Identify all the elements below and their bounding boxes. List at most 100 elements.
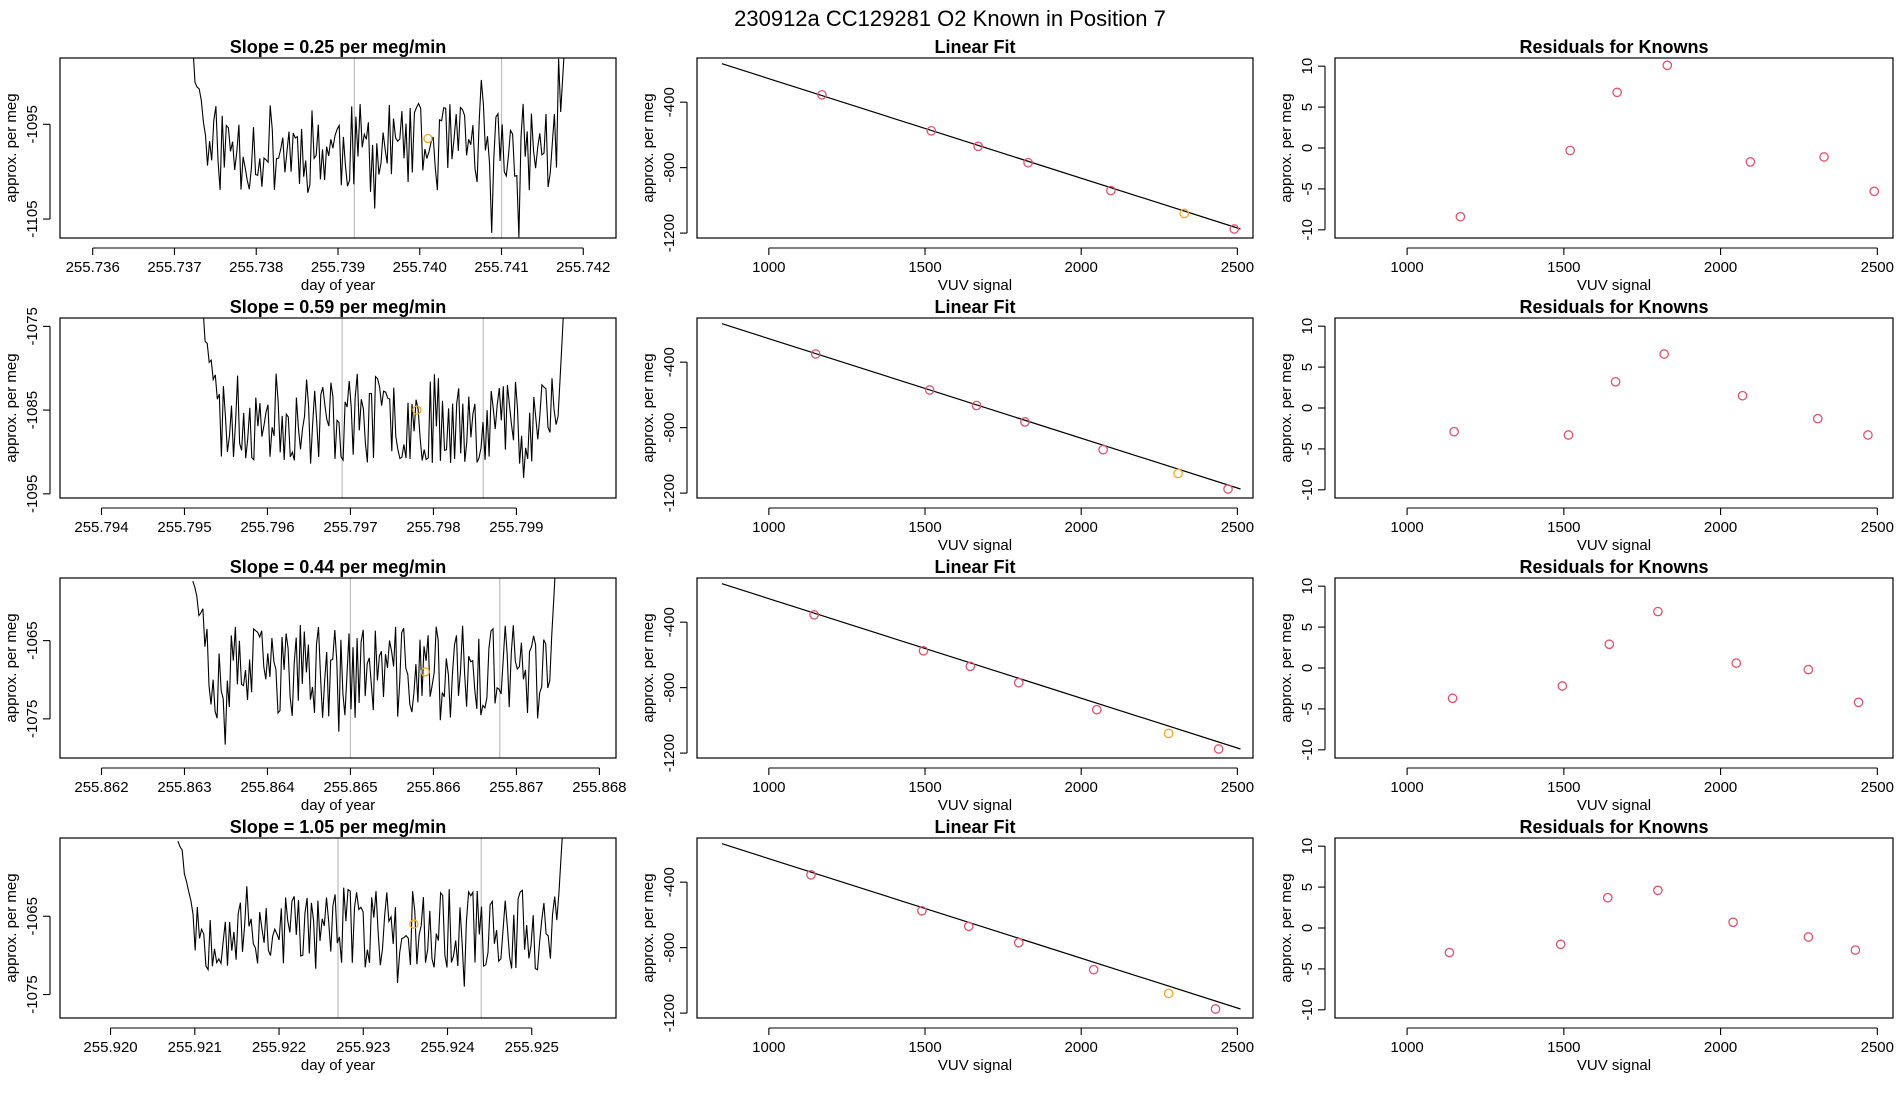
x-tick-label: 255.740 bbox=[393, 259, 447, 276]
data-point bbox=[1812, 413, 1823, 424]
y-tick-label: -1085 bbox=[24, 391, 41, 429]
timeseries-line bbox=[177, 838, 563, 987]
data-point bbox=[1728, 917, 1738, 928]
data-point bbox=[918, 645, 929, 656]
plot-frame bbox=[59, 577, 617, 759]
x-tick-label: 2000 bbox=[1065, 779, 1098, 796]
data-point bbox=[1013, 937, 1024, 948]
y-tick-label: -400 bbox=[661, 87, 678, 117]
y-axis-label: approx. per meg bbox=[640, 93, 657, 202]
y-tick-label: -1105 bbox=[24, 200, 41, 237]
highlight-point bbox=[420, 667, 430, 677]
x-tick-label: 255.795 bbox=[157, 519, 211, 536]
data-point bbox=[1223, 484, 1233, 494]
plot-frame bbox=[1334, 57, 1894, 239]
x-tick-label: 1500 bbox=[1547, 519, 1580, 536]
plot-frame bbox=[59, 317, 617, 499]
y-tick-label: -400 bbox=[661, 607, 678, 637]
data-point bbox=[1745, 157, 1756, 167]
panel-title: Slope = 0.59 per meg/min bbox=[230, 297, 447, 317]
data-point bbox=[1013, 677, 1024, 688]
y-tick-label: 0 bbox=[1299, 404, 1316, 412]
x-axis-label: VUV signal bbox=[1577, 277, 1651, 294]
fit-line bbox=[721, 63, 1241, 230]
x-tick-label: 255.866 bbox=[406, 779, 460, 796]
x-tick-label: 2000 bbox=[1704, 779, 1737, 796]
x-tick-label: 1500 bbox=[1547, 1039, 1580, 1056]
x-tick-label: 255.742 bbox=[556, 259, 610, 276]
x-tick-label: 1500 bbox=[1547, 779, 1580, 796]
data-point bbox=[1653, 885, 1663, 896]
y-tick-label: -1065 bbox=[24, 897, 41, 935]
panel-linear_fit-row-0: 1000 1500 2000 2500 -400 -800 -1200 Linear Fit V… bbox=[640, 37, 1254, 294]
data-point bbox=[1803, 664, 1814, 675]
x-tick-label: 255.868 bbox=[572, 779, 626, 796]
data-point bbox=[1555, 939, 1566, 950]
y-axis-label: approx. per meg bbox=[1278, 873, 1295, 982]
panel-title: Slope = 0.25 per meg/min bbox=[230, 37, 447, 57]
timeseries-line bbox=[203, 318, 564, 478]
y-tick-label: -10 bbox=[1299, 479, 1316, 501]
y-tick-label: -1095 bbox=[24, 105, 41, 143]
y-tick-label: -5 bbox=[1299, 962, 1316, 975]
y-tick-label: -1200 bbox=[661, 214, 678, 252]
x-tick-label: 2500 bbox=[1861, 779, 1894, 796]
x-tick-label: 255.798 bbox=[406, 519, 460, 536]
fit-line bbox=[721, 583, 1241, 750]
data-point bbox=[1653, 606, 1663, 617]
y-tick-label: -10 bbox=[1299, 219, 1316, 241]
data-point bbox=[1020, 417, 1030, 427]
highlight-point bbox=[423, 133, 433, 144]
data-point bbox=[1091, 704, 1102, 715]
data-point bbox=[1455, 211, 1466, 222]
data-point bbox=[1106, 185, 1116, 196]
highlight-point bbox=[412, 405, 422, 415]
panel-title: Residuals for Knowns bbox=[1519, 37, 1708, 57]
data-point bbox=[806, 869, 816, 880]
x-tick-label: 1000 bbox=[1390, 779, 1423, 796]
x-tick-label: 1000 bbox=[1390, 519, 1423, 536]
panel-title: Residuals for Knowns bbox=[1519, 817, 1708, 837]
data-point bbox=[1602, 892, 1613, 903]
x-tick-label: 255.925 bbox=[505, 1039, 559, 1056]
y-axis-label: approx. per meg bbox=[1278, 93, 1295, 202]
x-tick-label: 2500 bbox=[1221, 779, 1254, 796]
y-tick-label: -800 bbox=[661, 673, 678, 703]
x-tick-label: 255.923 bbox=[336, 1039, 390, 1056]
y-axis-label: approx. per meg bbox=[3, 353, 20, 462]
panel-timeseries-row-2: 255.862 255.863 255.864 255.865 255.866 255.8… bbox=[3, 557, 627, 814]
data-point bbox=[1850, 945, 1861, 955]
plot-frame bbox=[1334, 317, 1894, 499]
y-axis-label: approx. per meg bbox=[640, 353, 657, 462]
timeseries-line bbox=[192, 58, 565, 238]
x-tick-label: 2500 bbox=[1221, 519, 1254, 536]
x-tick-label: 255.920 bbox=[83, 1039, 137, 1056]
plot-frame bbox=[696, 317, 1254, 499]
x-tick-label: 255.794 bbox=[74, 519, 128, 536]
x-axis-label: day of year bbox=[301, 797, 375, 814]
panel-title: Linear Fit bbox=[934, 557, 1015, 577]
x-tick-label: 255.921 bbox=[168, 1039, 222, 1056]
x-tick-label: 255.922 bbox=[252, 1039, 306, 1056]
data-point bbox=[1173, 468, 1183, 479]
x-tick-label: 255.862 bbox=[74, 779, 128, 796]
x-tick-label: 1000 bbox=[752, 519, 785, 536]
y-axis-label: approx. per meg bbox=[3, 613, 20, 722]
y-axis-label: approx. per meg bbox=[1278, 353, 1295, 462]
y-tick-label: 0 bbox=[1299, 144, 1316, 152]
x-tick-label: 1000 bbox=[1390, 1039, 1423, 1056]
data-point bbox=[1737, 390, 1748, 401]
data-point bbox=[1563, 430, 1574, 440]
panel-title: Linear Fit bbox=[934, 297, 1015, 317]
y-tick-label: -5 bbox=[1299, 442, 1316, 455]
panel-timeseries-row-1: 255.794 255.795 255.796 255.797 255.798 255.7… bbox=[3, 297, 617, 536]
panel-residuals-row-0: 1000 1500 2000 2500 -10 -5 0 5 10 Residuals for K… bbox=[1278, 37, 1894, 294]
data-point bbox=[917, 905, 927, 916]
plot-frame bbox=[696, 577, 1254, 759]
data-point bbox=[1731, 658, 1742, 668]
y-tick-label: -1075 bbox=[24, 975, 41, 1013]
y-tick-label: -1075 bbox=[24, 700, 41, 738]
y-tick-label: -800 bbox=[661, 413, 678, 443]
data-point bbox=[926, 125, 937, 136]
